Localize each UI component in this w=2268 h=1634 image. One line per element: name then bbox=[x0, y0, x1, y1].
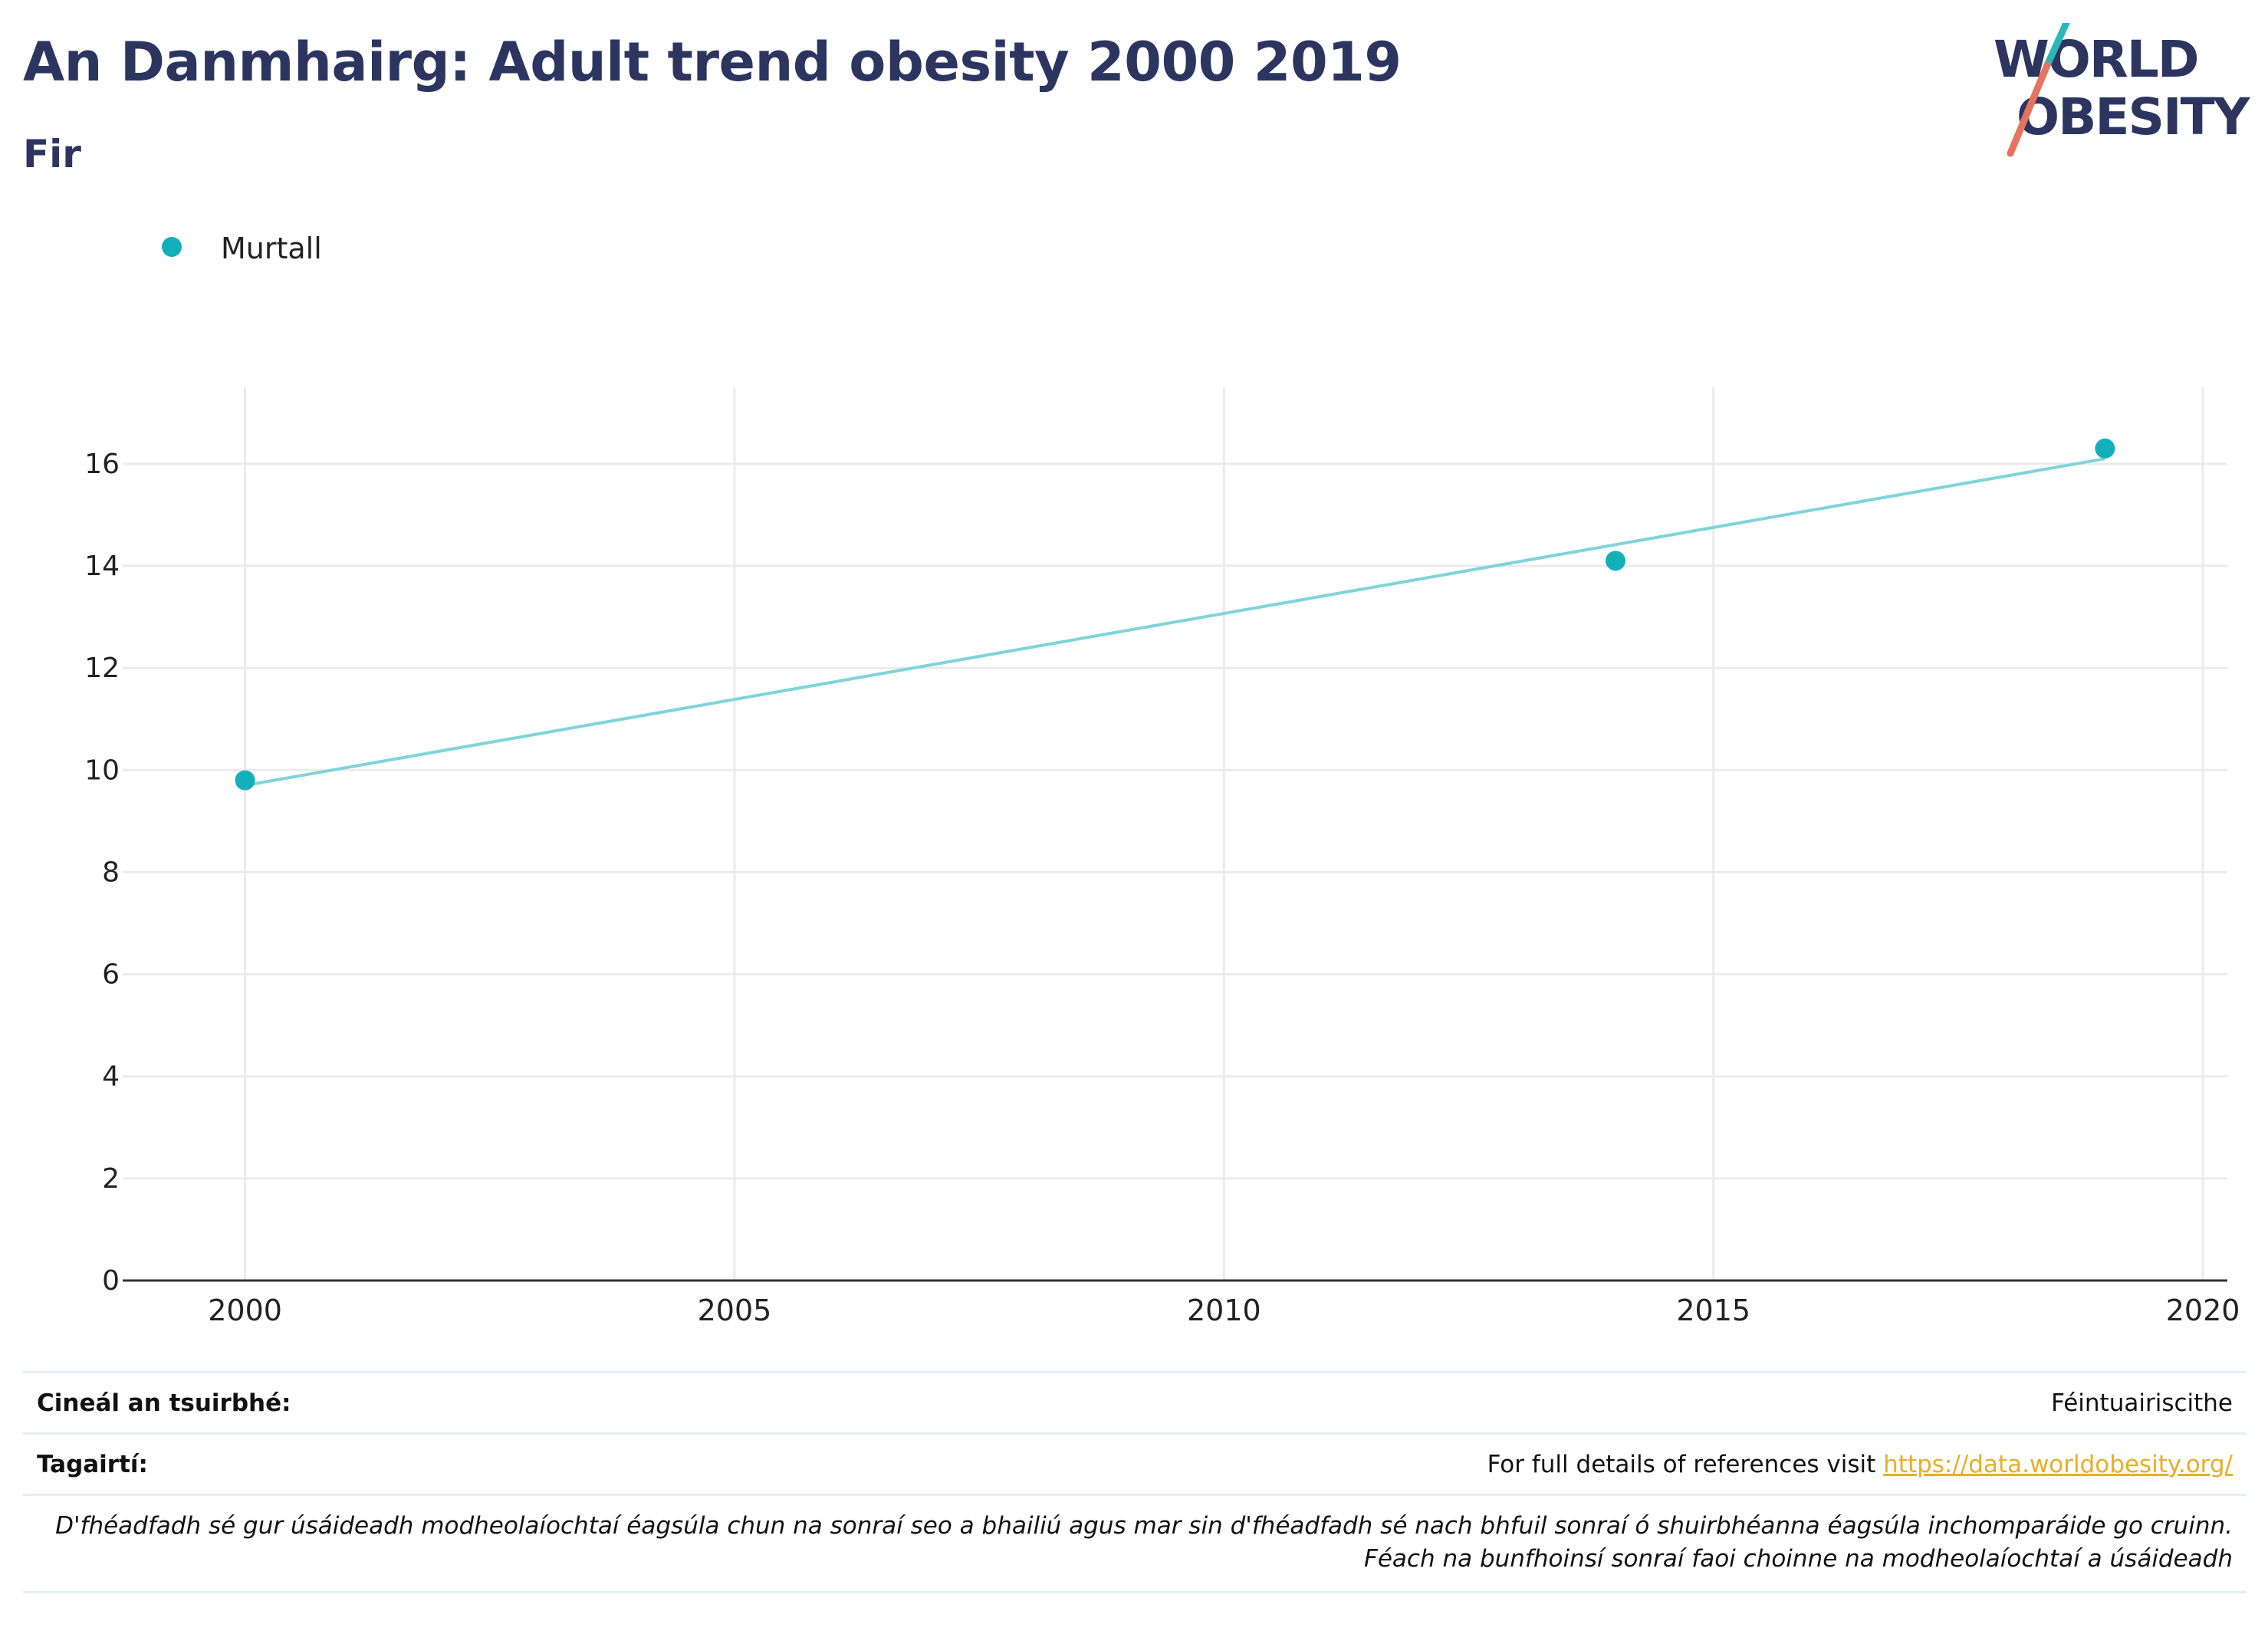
chart-axes: 0 2 4 6 8 10 12 14 16 2000 2005 2010 2015 2020 bbox=[84, 449, 2240, 1327]
x-tick-label: 2020 bbox=[2166, 1294, 2240, 1327]
y-tick-label: 6 bbox=[102, 959, 120, 991]
y-tick-label: 0 bbox=[102, 1265, 120, 1297]
chart-legend: Murtall bbox=[162, 232, 322, 265]
y-tick-label: 4 bbox=[102, 1061, 120, 1093]
chart-footer: Cineál an tsuirbhé: Féintuairiscithe Tag… bbox=[23, 1371, 2247, 1593]
references-row: Tagairtí: For full details of references… bbox=[23, 1432, 2247, 1494]
data-point bbox=[2095, 438, 2115, 459]
legend-marker bbox=[162, 237, 182, 257]
x-tick-label: 2000 bbox=[208, 1294, 282, 1327]
survey-type-value: Féintuairiscithe bbox=[2051, 1389, 2233, 1417]
logo-slash-coral bbox=[2007, 61, 2051, 157]
note-line-2: Féach na bunfhoinsí sonraí faoi choinne … bbox=[1364, 1545, 2233, 1573]
references-value: For full details of references visit htt… bbox=[1487, 1451, 2233, 1478]
methodology-note: D'fhéadfadh sé gur úsáideadh modheolaíoc… bbox=[23, 1494, 2247, 1593]
y-tick-label: 16 bbox=[84, 449, 120, 480]
y-tick-label: 8 bbox=[102, 856, 120, 888]
note-line-1: D'fhéadfadh sé gur úsáideadh modheolaíoc… bbox=[55, 1512, 2233, 1540]
x-tick-label: 2005 bbox=[698, 1294, 772, 1327]
references-text: For full details of references visit bbox=[1487, 1450, 1884, 1478]
data-point bbox=[235, 770, 255, 791]
trend-line bbox=[245, 457, 2105, 787]
references-link[interactable]: https://data.worldobesity.org/ bbox=[1883, 1450, 2233, 1478]
x-tick-label: 2015 bbox=[1676, 1294, 1750, 1327]
logo-slash-teal bbox=[2043, 23, 2070, 69]
logo-line1: WORLD bbox=[1994, 30, 2198, 89]
survey-type-row: Cineál an tsuirbhé: Féintuairiscithe bbox=[23, 1371, 2247, 1432]
legend-label: Murtall bbox=[221, 232, 322, 265]
data-point bbox=[1606, 551, 1626, 571]
y-tick-label: 14 bbox=[84, 551, 120, 582]
obesity-trend-chart: Murtall 0 2 4 6 8 10 12 14 16 2000 2005 2010 2015 202… bbox=[84, 232, 2240, 1327]
chart-subtitle: Fir bbox=[23, 132, 81, 176]
logo-line2: OBESITY bbox=[2017, 87, 2251, 146]
y-tick-label: 2 bbox=[102, 1163, 120, 1195]
chart-marks bbox=[235, 438, 2115, 791]
x-tick-label: 2010 bbox=[1187, 1294, 1261, 1327]
y-tick-label: 12 bbox=[84, 653, 120, 684]
survey-type-label: Cineál an tsuirbhé: bbox=[37, 1389, 291, 1417]
y-tick-label: 10 bbox=[84, 755, 120, 786]
references-label: Tagairtí: bbox=[37, 1450, 148, 1478]
chart-grid bbox=[123, 387, 2227, 1281]
world-obesity-logo: WORLD OBESITY bbox=[1994, 23, 2253, 157]
chart-title: An Danmhairg: Adult trend obesity 2000 2… bbox=[23, 31, 1402, 94]
